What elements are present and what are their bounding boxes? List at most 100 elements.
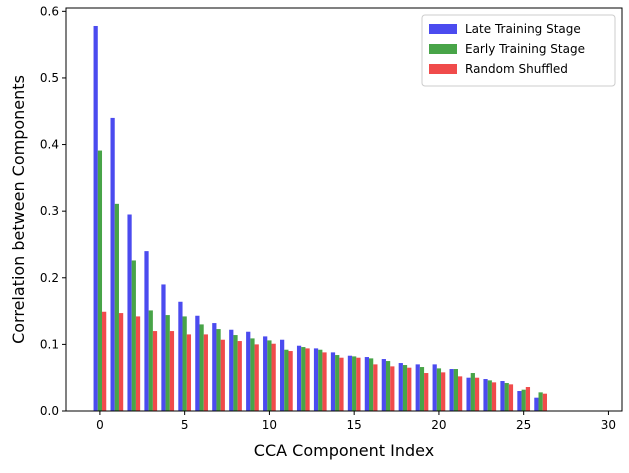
bar-series-0-x-1 — [110, 117, 115, 411]
bar-series-1-x-16 — [369, 358, 374, 411]
y-tick-label: 0.6 — [40, 4, 59, 18]
bar-series-0-x-0 — [93, 25, 98, 411]
bar-series-2-x-25 — [525, 387, 531, 411]
bar-series-1-x-10 — [267, 340, 272, 411]
bar-series-2-x-15 — [356, 357, 361, 411]
bar-series-0-x-22 — [466, 377, 471, 411]
y-tick-label: 0.5 — [40, 71, 59, 85]
bar-series-2-x-18 — [407, 367, 412, 411]
bar-series-1-x-17 — [385, 361, 391, 411]
x-tick-label: 0 — [96, 418, 104, 432]
bar-series-1-x-18 — [402, 365, 408, 411]
y-tick-label: 0.2 — [40, 271, 59, 285]
bar-series-0-x-3 — [144, 251, 149, 411]
bar-series-0-x-9 — [246, 331, 251, 411]
bar-series-2-x-26 — [542, 393, 547, 411]
bar-series-0-x-26 — [534, 397, 539, 411]
bar-series-2-x-3 — [152, 331, 158, 411]
bar-series-2-x-14 — [339, 357, 344, 411]
bar-series-0-x-25 — [517, 391, 522, 411]
x-tick-label: 30 — [601, 418, 616, 432]
bar-series-0-x-14 — [330, 352, 336, 411]
bar-series-1-x-1 — [114, 203, 119, 411]
bar-series-2-x-22 — [474, 377, 480, 411]
bar-series-0-x-4 — [161, 284, 166, 411]
x-tick-label: 10 — [262, 418, 277, 432]
bar-series-2-x-12 — [305, 348, 310, 411]
legend-swatch — [429, 44, 457, 54]
bar-series-0-x-20 — [432, 364, 437, 411]
y-axis-label: Correlation between Components — [9, 75, 28, 344]
bar-series-2-x-13 — [322, 352, 327, 411]
bar-series-1-x-11 — [284, 349, 289, 411]
bar-series-1-x-13 — [318, 349, 323, 411]
bar-series-2-x-24 — [508, 384, 514, 411]
bar-series-2-x-1 — [118, 313, 124, 411]
bar-series-1-x-14 — [335, 355, 340, 411]
bar-series-2-x-16 — [373, 364, 378, 411]
bar-series-1-x-3 — [148, 310, 153, 411]
bar-series-1-x-20 — [436, 368, 442, 411]
bar-series-2-x-2 — [135, 316, 141, 411]
x-tick-label: 20 — [431, 418, 446, 432]
bar-series-2-x-23 — [491, 382, 497, 411]
bar-series-2-x-6 — [203, 334, 208, 411]
x-tick-label: 15 — [347, 418, 362, 432]
bar-series-0-x-7 — [212, 323, 217, 411]
bar-series-2-x-17 — [390, 366, 395, 411]
bar-series-1-x-21 — [453, 369, 458, 411]
bar-series-2-x-19 — [424, 373, 429, 411]
bar-series-1-x-2 — [131, 260, 136, 411]
bar-series-0-x-23 — [483, 379, 488, 411]
bar-series-1-x-19 — [419, 367, 425, 411]
bar-series-2-x-21 — [457, 376, 463, 411]
legend-box — [421, 14, 616, 87]
bar-series-0-x-19 — [415, 364, 420, 411]
y-axis-ticks: 0.0 0.1 0.2 0.3 0.4 0.5 0.6 — [40, 4, 66, 418]
bar-series-0-x-11 — [280, 339, 285, 411]
bar-series-1-x-4 — [165, 315, 170, 411]
bar-series-1-x-0 — [97, 150, 103, 411]
legend: Late Training Stage Early Training Stage R… — [421, 14, 616, 87]
bar-series-0-x-6 — [195, 315, 200, 411]
bar-series-0-x-21 — [449, 369, 454, 411]
bar-series-0-x-10 — [263, 336, 268, 411]
bar-series-0-x-12 — [296, 345, 302, 411]
bar-series-1-x-5 — [182, 316, 187, 411]
bar-series-1-x-26 — [538, 392, 543, 411]
bar-series-0-x-15 — [347, 355, 353, 411]
bar-series-1-x-25 — [521, 389, 526, 411]
bar-series-2-x-9 — [254, 344, 259, 411]
bars-layer — [93, 25, 547, 411]
bar-series-0-x-13 — [313, 348, 319, 411]
plot-frame — [65, 7, 623, 412]
bar-series-2-x-4 — [169, 331, 175, 411]
bar-series-0-x-24 — [500, 381, 505, 411]
bar-series-2-x-8 — [237, 341, 242, 411]
y-tick-label: 0.4 — [40, 138, 59, 152]
legend-swatch — [429, 24, 457, 34]
bar-series-1-x-15 — [352, 356, 357, 411]
y-tick-label: 0.1 — [40, 337, 59, 351]
x-axis-ticks: 0 5 10 15 20 25 30 — [96, 411, 616, 432]
bar-series-2-x-7 — [220, 339, 225, 411]
bar-series-0-x-18 — [398, 363, 403, 411]
bar-series-1-x-24 — [504, 383, 509, 411]
legend-swatch — [429, 64, 457, 74]
bar-series-0-x-2 — [127, 214, 132, 411]
bar-series-1-x-12 — [301, 347, 306, 411]
y-tick-label: 0.0 — [40, 404, 59, 418]
x-tick-label: 25 — [516, 418, 531, 432]
bar-series-0-x-17 — [381, 359, 386, 411]
bar-series-2-x-0 — [102, 311, 107, 411]
bar-series-1-x-9 — [250, 338, 255, 411]
x-axis-label: CCA Component Index — [254, 441, 434, 460]
legend-label: Late Training Stage — [465, 22, 581, 36]
bar-series-0-x-5 — [178, 301, 183, 411]
bar-series-2-x-10 — [271, 343, 276, 411]
bar-series-1-x-7 — [216, 329, 221, 411]
y-tick-label: 0.3 — [40, 204, 59, 218]
legend-label: Random Shuffled — [465, 62, 568, 76]
bar-series-0-x-16 — [364, 357, 370, 411]
